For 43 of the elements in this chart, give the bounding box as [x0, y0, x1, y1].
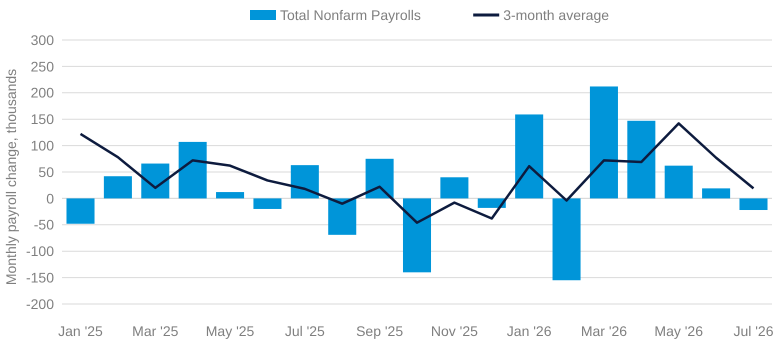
bar	[328, 198, 356, 235]
y-tick-label: 300	[30, 32, 54, 48]
x-tick-label: Mar '26	[580, 323, 628, 339]
bar	[627, 120, 656, 198]
bar	[739, 198, 768, 210]
bar	[178, 142, 207, 198]
x-tick-label: Jan '25	[58, 323, 104, 339]
y-tick-label: 0	[46, 190, 54, 206]
bar	[66, 198, 95, 224]
x-tick-label: Nov '25	[430, 323, 478, 339]
y-tick-label: -150	[26, 270, 54, 286]
y-tick-label: 50	[38, 164, 54, 180]
x-tick-label: May '26	[654, 323, 704, 339]
bar	[141, 164, 170, 198]
bar	[440, 177, 468, 198]
y-tick-label: -50	[34, 216, 54, 233]
bar	[104, 176, 132, 198]
bar	[366, 158, 394, 198]
y-tick-label: 250	[30, 58, 54, 74]
x-tick-label: Jul '25	[284, 323, 326, 339]
bar	[590, 86, 618, 198]
y-tick-label: -200	[26, 296, 54, 312]
legend-label: Total Nonfarm Payrolls	[280, 6, 421, 23]
y-tick-label: 100	[30, 138, 54, 154]
line-series	[79, 122, 755, 224]
y-tick-label: -100	[26, 243, 54, 260]
bar	[290, 165, 319, 198]
legend-label: 3-month average	[503, 6, 610, 23]
bar	[402, 198, 432, 272]
bar	[552, 198, 581, 280]
x-tick-label: May '25	[206, 323, 255, 339]
bar	[216, 192, 244, 198]
bar	[664, 166, 693, 198]
x-tick-label: Mar '25	[132, 323, 179, 339]
bar	[515, 114, 544, 198]
y-tick-label: 200	[30, 84, 54, 101]
bar	[702, 188, 730, 198]
y-axis-title: Monthly payroll change, thousands	[3, 68, 19, 286]
x-tick-label: Jan '26	[506, 323, 552, 339]
bar	[253, 198, 282, 209]
x-tick-label: Jul '26	[733, 323, 774, 339]
y-tick-label: 150	[30, 111, 54, 128]
x-tick-label: Sep '25	[356, 323, 404, 339]
